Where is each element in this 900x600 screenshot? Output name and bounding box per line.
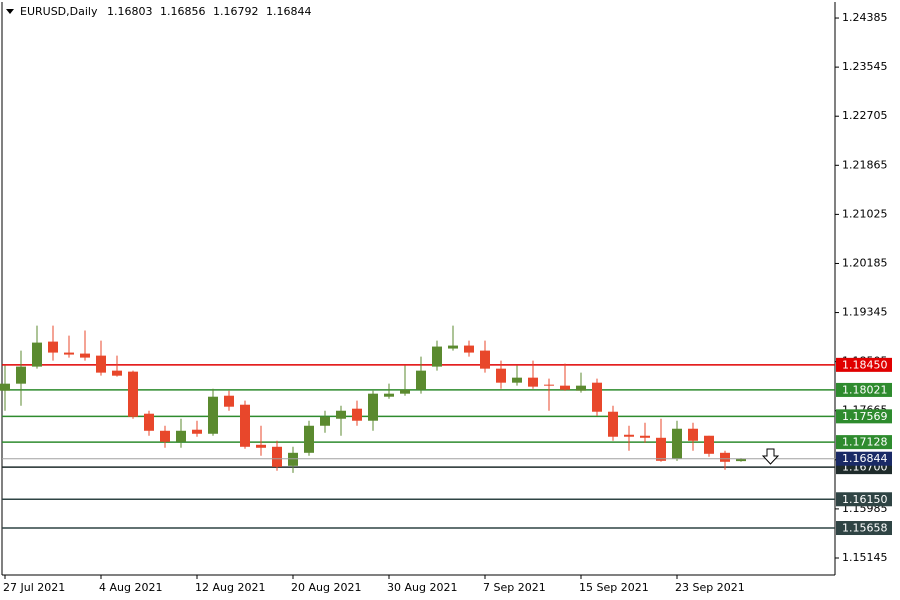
x-tick-label: 4 Aug 2021 <box>99 581 162 594</box>
candle-body <box>448 345 458 349</box>
level-label: 1.15658 <box>842 522 888 535</box>
sell-arrow-icon <box>761 448 780 465</box>
y-tick-label: 1.21025 <box>842 207 888 220</box>
plot-layer: 1.24385 1.23545 1.22705 1.21865 1.21025 1.201… <box>0 11 892 594</box>
candle-body <box>400 389 410 394</box>
candle-body <box>704 435 714 454</box>
candle-body <box>0 383 10 391</box>
candle-body <box>240 404 250 447</box>
ohlc-high: 1.16856 <box>160 5 206 18</box>
candle-body <box>144 413 154 431</box>
candle-body <box>192 429 202 434</box>
candle-body <box>128 371 138 417</box>
header: EURUSD,Daily 1.16803 1.16856 1.16792 1.1… <box>20 5 311 18</box>
candle-body <box>304 425 314 453</box>
candle-body <box>720 452 730 462</box>
x-tick-label: 23 Sep 2021 <box>675 581 745 594</box>
candle-body <box>112 370 122 376</box>
candle-body <box>576 385 586 391</box>
current-price-box <box>836 451 892 466</box>
candle-body <box>336 410 346 419</box>
x-tick-label: 7 Sep 2021 <box>483 581 546 594</box>
candle-body <box>688 428 698 441</box>
candle-body <box>80 353 90 358</box>
candle-body <box>288 452 298 466</box>
y-tick-label: 1.20185 <box>842 256 888 269</box>
candle-body <box>272 446 282 467</box>
y-tick-label: 1.24385 <box>842 11 888 24</box>
candle-body <box>64 352 74 355</box>
candle-body <box>32 342 42 367</box>
candle-body <box>480 350 490 369</box>
candle-body <box>656 437 666 461</box>
level-label: 1.18450 <box>842 358 888 371</box>
candle-body <box>416 370 426 390</box>
x-tick-label: 15 Sep 2021 <box>579 581 649 594</box>
level-box <box>836 435 892 450</box>
candle-body <box>592 382 602 412</box>
ohlc-open: 1.16803 <box>107 5 153 18</box>
candle-body <box>608 411 618 437</box>
candle-body <box>96 355 106 373</box>
candle-body <box>320 416 330 426</box>
x-tick-label: 12 Aug 2021 <box>195 581 265 594</box>
level-box <box>836 521 892 536</box>
level-box <box>836 357 892 372</box>
candle-body <box>16 366 26 384</box>
candle-body <box>512 377 522 383</box>
candle-body <box>464 345 474 353</box>
level-label: 1.18021 <box>842 383 888 396</box>
symbol-title: EURUSD,Daily <box>20 5 98 18</box>
y-tick-label: 1.21865 <box>842 158 888 171</box>
ohlc-low: 1.16792 <box>213 5 259 18</box>
level-label: 1.16150 <box>842 493 888 506</box>
level-box <box>836 409 892 424</box>
candle-body <box>368 393 378 421</box>
candle-body <box>624 434 634 437</box>
candle-body <box>352 408 362 421</box>
candle-body <box>672 428 682 459</box>
level-label: 1.17569 <box>842 410 888 423</box>
level-box <box>836 492 892 507</box>
level-label: 1.17128 <box>842 436 888 449</box>
x-tick-label: 30 Aug 2021 <box>387 581 457 594</box>
candle-body <box>208 396 218 434</box>
candle-body <box>736 458 746 462</box>
candle-body <box>256 444 266 448</box>
candle-body <box>48 341 58 353</box>
ohlc-close: 1.16844 <box>266 5 312 18</box>
x-tick-label: 27 Jul 2021 <box>3 581 65 594</box>
level-box <box>836 382 892 397</box>
candle-body <box>176 430 186 442</box>
candle-body <box>160 430 170 442</box>
menu-triangle[interactable] <box>6 9 14 14</box>
candle-body <box>432 346 442 367</box>
candle-body <box>384 393 394 397</box>
candle-body <box>640 435 650 438</box>
y-tick-label: 1.19345 <box>842 306 888 319</box>
y-tick-label: 1.22705 <box>842 109 888 122</box>
y-tick-label: 1.15145 <box>842 551 888 564</box>
x-tick-label: 20 Aug 2021 <box>291 581 361 594</box>
candle-body <box>528 377 538 387</box>
candle-body <box>496 368 506 383</box>
candle-body <box>224 395 234 407</box>
candle-body <box>560 385 570 390</box>
candle-body <box>544 384 554 386</box>
y-tick-label: 1.23545 <box>842 60 888 73</box>
current-price-label: 1.16844 <box>842 452 888 465</box>
